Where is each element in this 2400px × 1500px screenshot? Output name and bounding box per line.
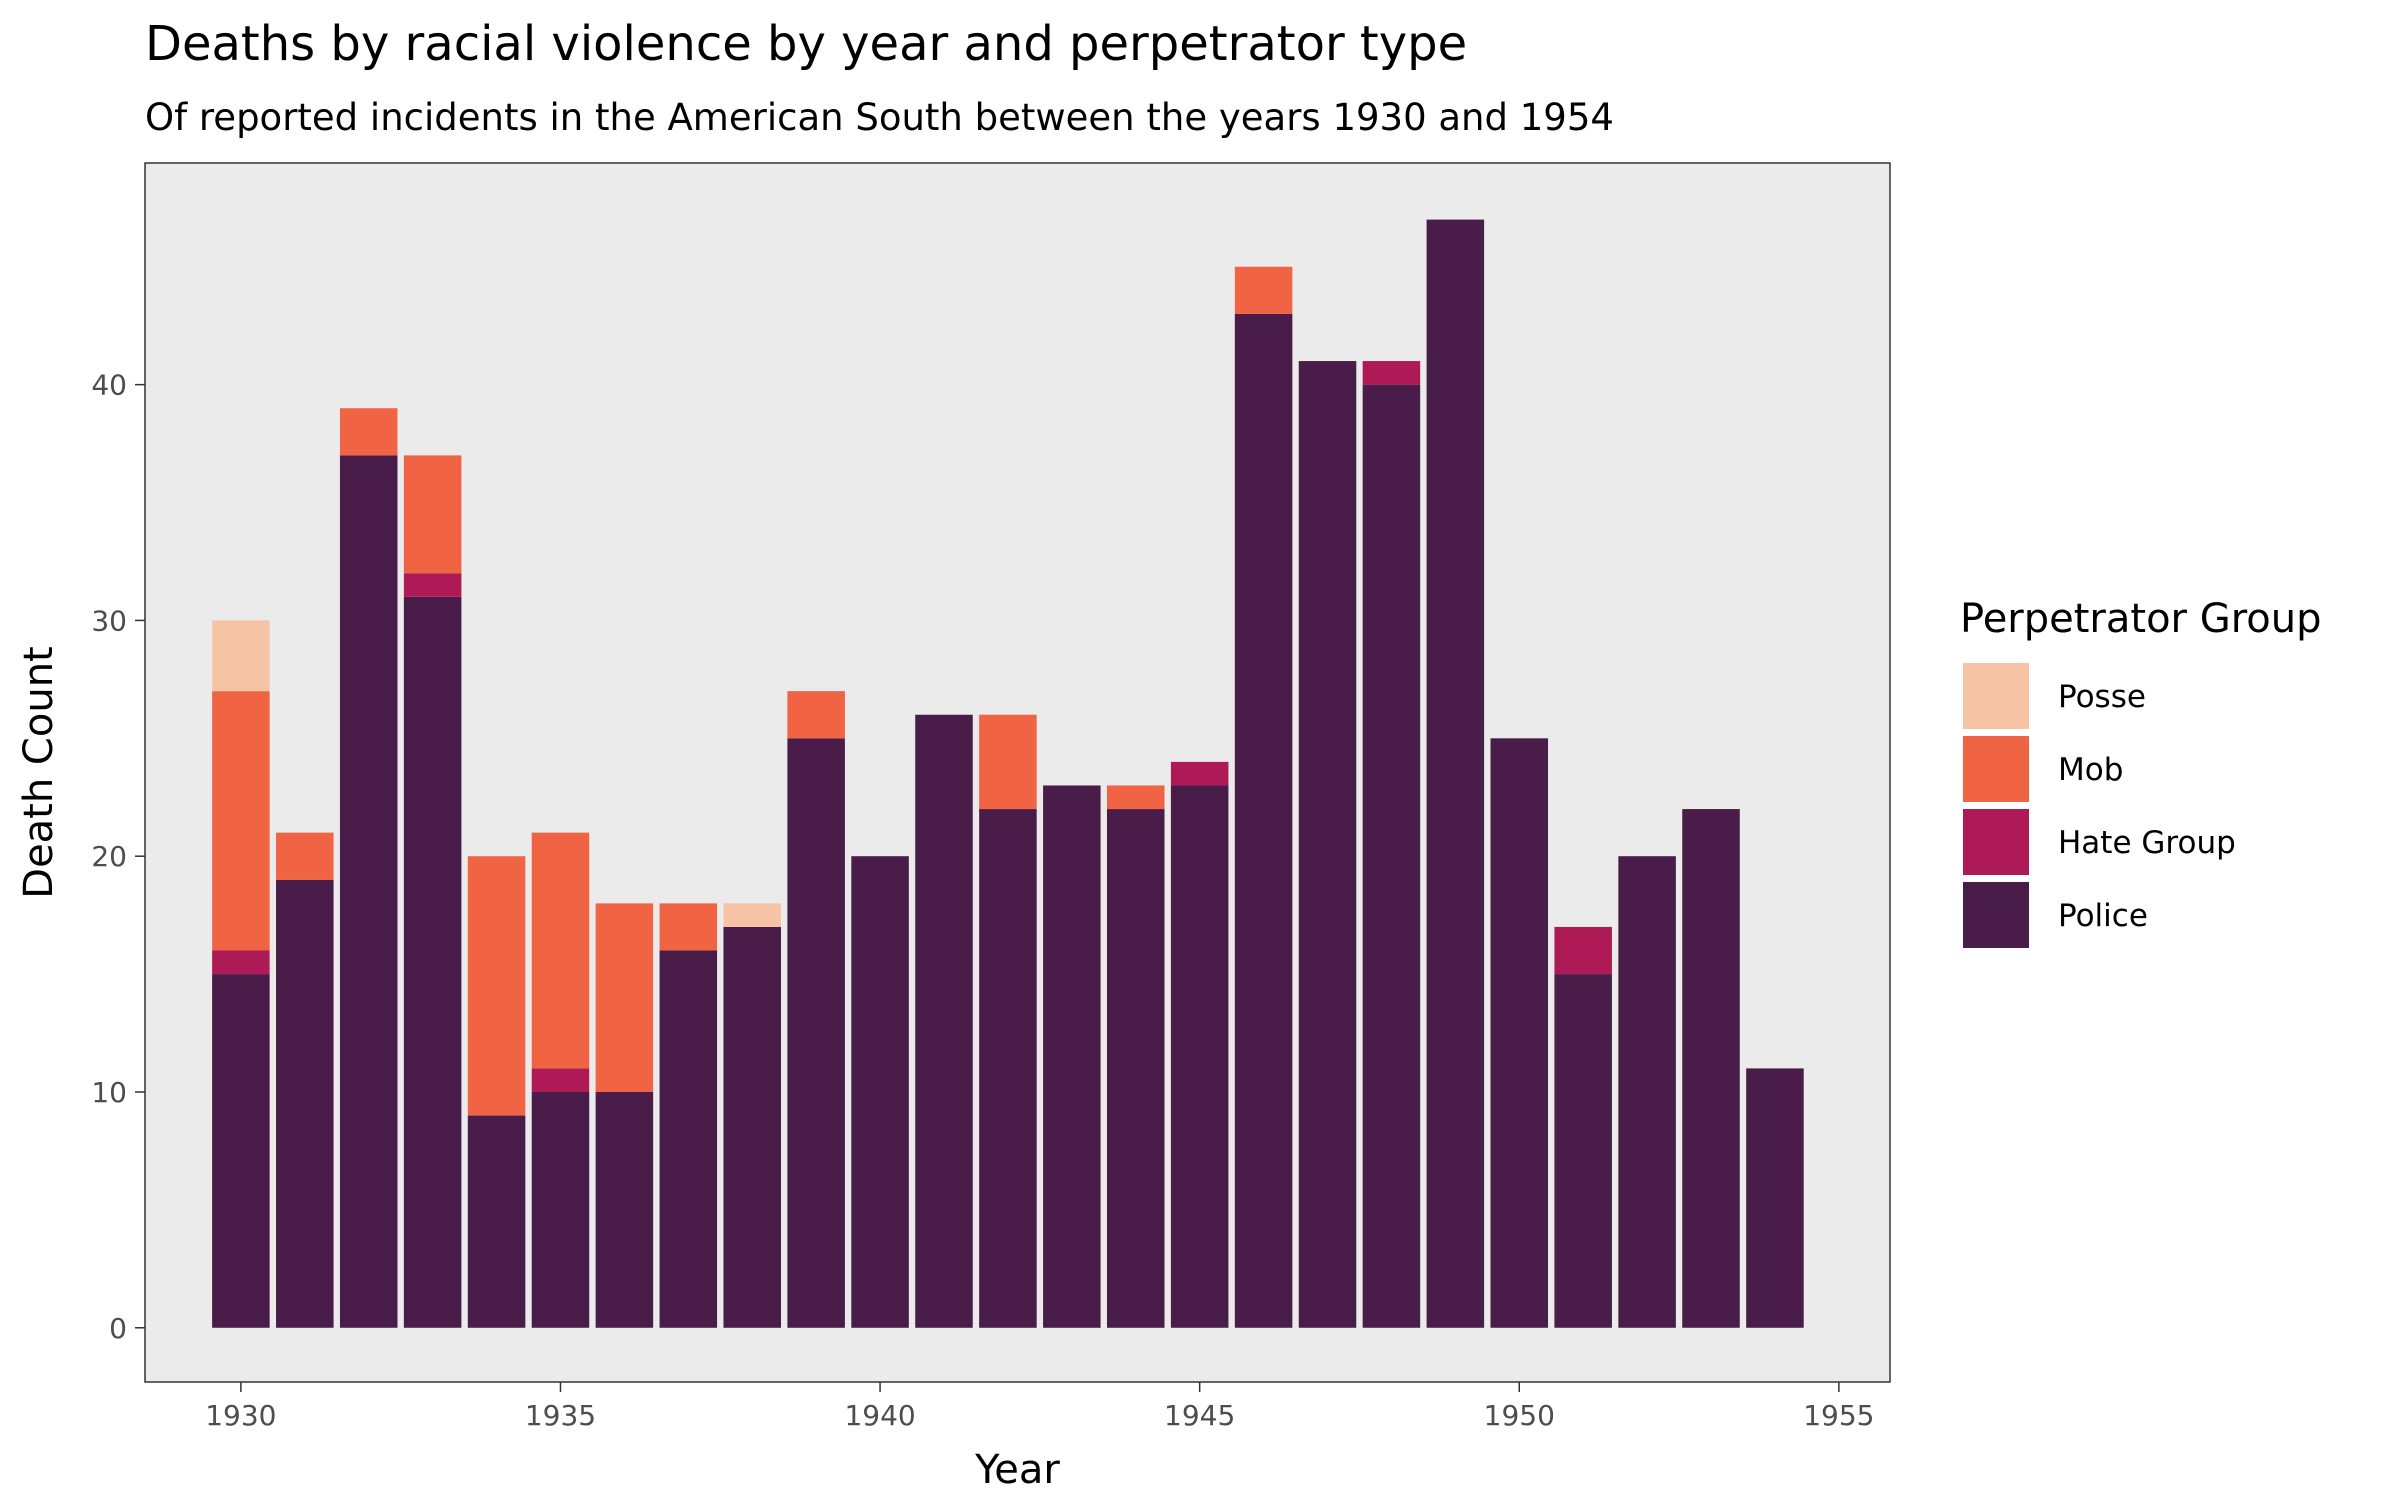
bar-1933-mob bbox=[403, 455, 462, 574]
bar-1932-police bbox=[339, 455, 398, 1328]
bar-1933-police bbox=[403, 596, 462, 1328]
legend-label-hate-group: Hate Group bbox=[2058, 825, 2236, 861]
x-tick-label: 1940 bbox=[844, 1399, 915, 1432]
bar-1934-police bbox=[467, 1115, 526, 1328]
bar-1938-posse bbox=[723, 903, 781, 927]
y-axis-title: Death Count bbox=[16, 646, 62, 898]
bar-1951-police bbox=[1554, 974, 1612, 1328]
x-tick-label: 1955 bbox=[1803, 1399, 1874, 1432]
bar-1944-police bbox=[1106, 809, 1165, 1328]
x-tick-label: 1935 bbox=[525, 1399, 596, 1432]
x-tick-label: 1945 bbox=[1164, 1399, 1235, 1432]
y-tick-label: 0 bbox=[109, 1312, 127, 1345]
bar-1942-police bbox=[979, 809, 1037, 1328]
bar-1941-police bbox=[915, 714, 973, 1328]
bar-1948-hate-group bbox=[1362, 361, 1421, 385]
bar-1930-police bbox=[212, 974, 270, 1328]
bar-1937-police bbox=[659, 950, 718, 1328]
legend-label-posse: Posse bbox=[2058, 679, 2146, 715]
bar-1933-hate-group bbox=[403, 573, 462, 597]
bar-1952-police bbox=[1618, 856, 1676, 1328]
bar-1935-mob bbox=[531, 832, 590, 1069]
bars-group bbox=[212, 219, 1804, 1328]
bar-1948-police bbox=[1362, 384, 1421, 1328]
legend-key-posse bbox=[1963, 663, 2029, 729]
bar-1932-mob bbox=[339, 408, 398, 456]
bar-1953-police bbox=[1682, 809, 1740, 1328]
bar-1946-police bbox=[1234, 313, 1293, 1328]
bar-1949-police bbox=[1426, 219, 1485, 1328]
bar-1930-posse bbox=[212, 620, 270, 692]
bar-1939-mob bbox=[787, 691, 845, 739]
bar-1938-police bbox=[723, 926, 781, 1328]
bar-1951-hate-group bbox=[1554, 926, 1612, 975]
bar-1940-police bbox=[851, 856, 909, 1328]
bar-1950-police bbox=[1490, 738, 1549, 1328]
bar-1943-police bbox=[1043, 785, 1101, 1328]
bar-1942-mob bbox=[979, 714, 1037, 810]
bar-1931-mob bbox=[276, 832, 334, 880]
legend-label-mob: Mob bbox=[2058, 752, 2123, 788]
x-tick-label: 1930 bbox=[205, 1399, 276, 1432]
bar-1945-police bbox=[1170, 785, 1229, 1328]
legend-key-hate-group bbox=[1963, 809, 2029, 875]
bar-1945-hate-group bbox=[1170, 761, 1229, 786]
bar-1936-police bbox=[595, 1091, 654, 1328]
legend-label-police: Police bbox=[2058, 898, 2148, 934]
legend-key-police bbox=[1963, 882, 2029, 948]
bar-1930-mob bbox=[212, 691, 270, 951]
bar-1947-police bbox=[1298, 361, 1357, 1328]
bar-1944-mob bbox=[1106, 785, 1165, 810]
y-axis: 0 10 20 30 40 bbox=[91, 369, 145, 1345]
bar-1931-police bbox=[276, 879, 334, 1328]
legend-title: Perpetrator Group bbox=[1960, 596, 2321, 642]
y-tick-label: 30 bbox=[91, 604, 127, 637]
bar-1935-police bbox=[531, 1091, 590, 1328]
chart-subtitle: Of reported incidents in the American So… bbox=[145, 96, 1614, 139]
x-tick-label: 1950 bbox=[1484, 1399, 1555, 1432]
chart-title: Deaths by racial violence by year and pe… bbox=[145, 16, 1467, 72]
y-tick-label: 40 bbox=[91, 369, 127, 402]
x-axis: 1930 1935 1940 1945 1950 1955 bbox=[205, 1382, 1874, 1432]
bar-1935-hate-group bbox=[531, 1068, 590, 1092]
x-axis-title: Year bbox=[974, 1447, 1060, 1493]
y-tick-label: 20 bbox=[91, 840, 127, 873]
bar-1939-police bbox=[787, 738, 845, 1328]
y-tick-label: 10 bbox=[91, 1076, 127, 1109]
bar-1954-police bbox=[1746, 1068, 1804, 1328]
bar-1936-mob bbox=[595, 903, 654, 1092]
legend-key-mob bbox=[1963, 736, 2029, 802]
bar-1937-mob bbox=[659, 903, 718, 951]
bar-1946-mob bbox=[1234, 266, 1293, 314]
bar-1930-hate-group bbox=[212, 950, 270, 975]
legend: Perpetrator Group Posse Mob Hate Group Poli… bbox=[1960, 596, 2321, 948]
bar-1934-mob bbox=[467, 856, 526, 1116]
